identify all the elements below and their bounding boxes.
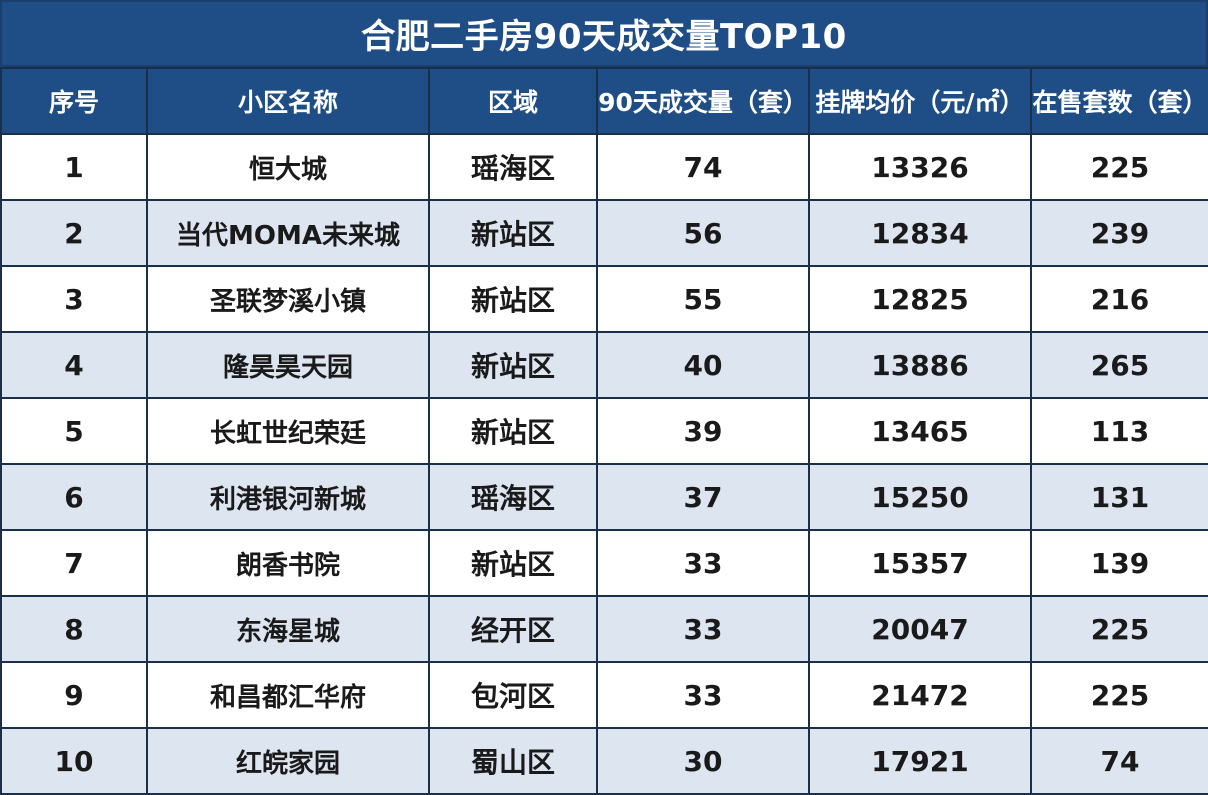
cell-volume: 37 [596, 463, 810, 531]
cell-community: 和昌都汇华府 [146, 661, 430, 729]
cell-district: 新站区 [428, 265, 598, 333]
cell-district: 新站区 [428, 397, 598, 465]
cell-listings: 239 [1030, 199, 1208, 267]
cell-listings: 265 [1030, 331, 1208, 399]
cell-price: 17921 [808, 727, 1032, 795]
table-row: 10 红皖家园 蜀山区 30 17921 74 [0, 727, 1208, 795]
table-row: 7 朗香书院 新站区 33 15357 139 [0, 529, 1208, 597]
cell-community: 东海星城 [146, 595, 430, 663]
cell-volume: 30 [596, 727, 810, 795]
cell-rank: 10 [0, 727, 148, 795]
table-row: 4 隆昊昊天园 新站区 40 13886 265 [0, 331, 1208, 399]
cell-district: 蜀山区 [428, 727, 598, 795]
cell-listings: 139 [1030, 529, 1208, 597]
cell-listings: 225 [1030, 661, 1208, 729]
cell-district: 经开区 [428, 595, 598, 663]
table-row: 5 长虹世纪荣廷 新站区 39 13465 113 [0, 397, 1208, 465]
cell-price: 15250 [808, 463, 1032, 531]
table-row: 9 和昌都汇华府 包河区 33 21472 225 [0, 661, 1208, 729]
cell-price: 12834 [808, 199, 1032, 267]
cell-community: 当代MOMA未来城 [146, 199, 430, 267]
cell-price: 13326 [808, 133, 1032, 201]
cell-volume: 55 [596, 265, 810, 333]
cell-community: 朗香书院 [146, 529, 430, 597]
cell-price: 20047 [808, 595, 1032, 663]
cell-rank: 5 [0, 397, 148, 465]
cell-rank: 7 [0, 529, 148, 597]
cell-price: 12825 [808, 265, 1032, 333]
cell-volume: 40 [596, 331, 810, 399]
cell-volume: 33 [596, 529, 810, 597]
cell-district: 新站区 [428, 199, 598, 267]
cell-district: 新站区 [428, 331, 598, 399]
table-row: 1 恒大城 瑶海区 74 13326 225 [0, 133, 1208, 201]
ranking-table: 序号 小区名称 区域 90天成交量（套） 挂牌均价（元/㎡） 在售套数（套） 1… [0, 67, 1208, 795]
cell-rank: 2 [0, 199, 148, 267]
cell-listings: 225 [1030, 595, 1208, 663]
cell-listings: 225 [1030, 133, 1208, 201]
cell-rank: 4 [0, 331, 148, 399]
cell-listings: 216 [1030, 265, 1208, 333]
cell-community: 红皖家园 [146, 727, 430, 795]
column-header-district: 区域 [428, 67, 598, 135]
cell-rank: 3 [0, 265, 148, 333]
table-title: 合肥二手房90天成交量TOP10 [0, 0, 1208, 67]
cell-community: 圣联梦溪小镇 [146, 265, 430, 333]
cell-price: 15357 [808, 529, 1032, 597]
cell-community: 恒大城 [146, 133, 430, 201]
cell-volume: 33 [596, 595, 810, 663]
header-row: 序号 小区名称 区域 90天成交量（套） 挂牌均价（元/㎡） 在售套数（套） [0, 67, 1208, 135]
cell-volume: 74 [596, 133, 810, 201]
cell-listings: 113 [1030, 397, 1208, 465]
cell-community: 长虹世纪荣廷 [146, 397, 430, 465]
cell-listings: 131 [1030, 463, 1208, 531]
cell-volume: 56 [596, 199, 810, 267]
cell-district: 包河区 [428, 661, 598, 729]
cell-community: 隆昊昊天园 [146, 331, 430, 399]
column-header-price: 挂牌均价（元/㎡） [808, 67, 1032, 135]
cell-district: 新站区 [428, 529, 598, 597]
cell-rank: 6 [0, 463, 148, 531]
cell-rank: 8 [0, 595, 148, 663]
column-header-volume: 90天成交量（套） [596, 67, 810, 135]
table-row: 3 圣联梦溪小镇 新站区 55 12825 216 [0, 265, 1208, 333]
cell-listings: 74 [1030, 727, 1208, 795]
cell-rank: 9 [0, 661, 148, 729]
cell-district: 瑶海区 [428, 463, 598, 531]
column-header-listings: 在售套数（套） [1030, 67, 1208, 135]
cell-price: 13465 [808, 397, 1032, 465]
cell-community: 利港银河新城 [146, 463, 430, 531]
cell-district: 瑶海区 [428, 133, 598, 201]
column-header-rank: 序号 [0, 67, 148, 135]
cell-price: 13886 [808, 331, 1032, 399]
table-row: 8 东海星城 经开区 33 20047 225 [0, 595, 1208, 663]
cell-volume: 39 [596, 397, 810, 465]
cell-volume: 33 [596, 661, 810, 729]
column-header-community: 小区名称 [146, 67, 430, 135]
table-row: 6 利港银河新城 瑶海区 37 15250 131 [0, 463, 1208, 531]
cell-price: 21472 [808, 661, 1032, 729]
cell-rank: 1 [0, 133, 148, 201]
table-row: 2 当代MOMA未来城 新站区 56 12834 239 [0, 199, 1208, 267]
